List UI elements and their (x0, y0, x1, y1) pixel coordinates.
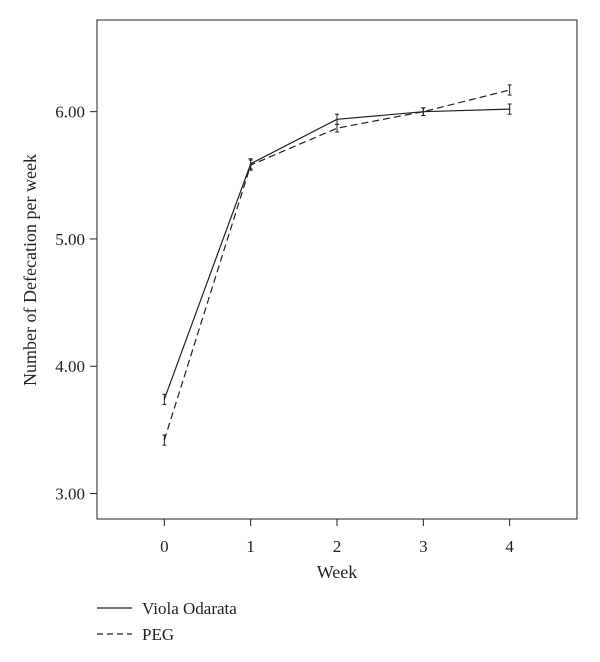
x-axis: 0 1 2 3 4 (160, 519, 514, 556)
series-line-viola-odarata (163, 108, 510, 400)
y-axis: 3.00 4.00 5.00 6.00 (55, 103, 97, 504)
y-tick-label: 3.00 (55, 485, 85, 504)
plot-frame (96, 19, 578, 520)
x-axis-label: Week (317, 562, 358, 582)
y-axis-label: Number of Defecation per week (20, 154, 40, 386)
error-bar-peg (335, 123, 339, 133)
error-bar-viola-odarata (507, 103, 512, 115)
error-bar-peg (162, 434, 167, 446)
y-tick-label: 5.00 (55, 230, 85, 249)
series-layer (162, 84, 512, 446)
error-bar-viola-odarata (162, 393, 167, 405)
error-bar-peg (248, 159, 253, 171)
series-line-peg (163, 89, 510, 441)
x-tick-label: 4 (505, 537, 514, 556)
x-tick-label: 1 (246, 537, 255, 556)
x-tick-label: 0 (160, 537, 169, 556)
legend: Viola Odarata PEG (97, 599, 237, 644)
legend-label: Viola Odarata (142, 599, 237, 618)
error-bar-peg (421, 107, 426, 116)
x-tick-label: 2 (333, 537, 342, 556)
x-tick-label: 3 (419, 537, 428, 556)
y-tick-label: 4.00 (55, 357, 85, 376)
legend-label: PEG (142, 625, 174, 644)
error-bar-peg (507, 84, 512, 96)
y-tick-label: 6.00 (55, 103, 85, 122)
